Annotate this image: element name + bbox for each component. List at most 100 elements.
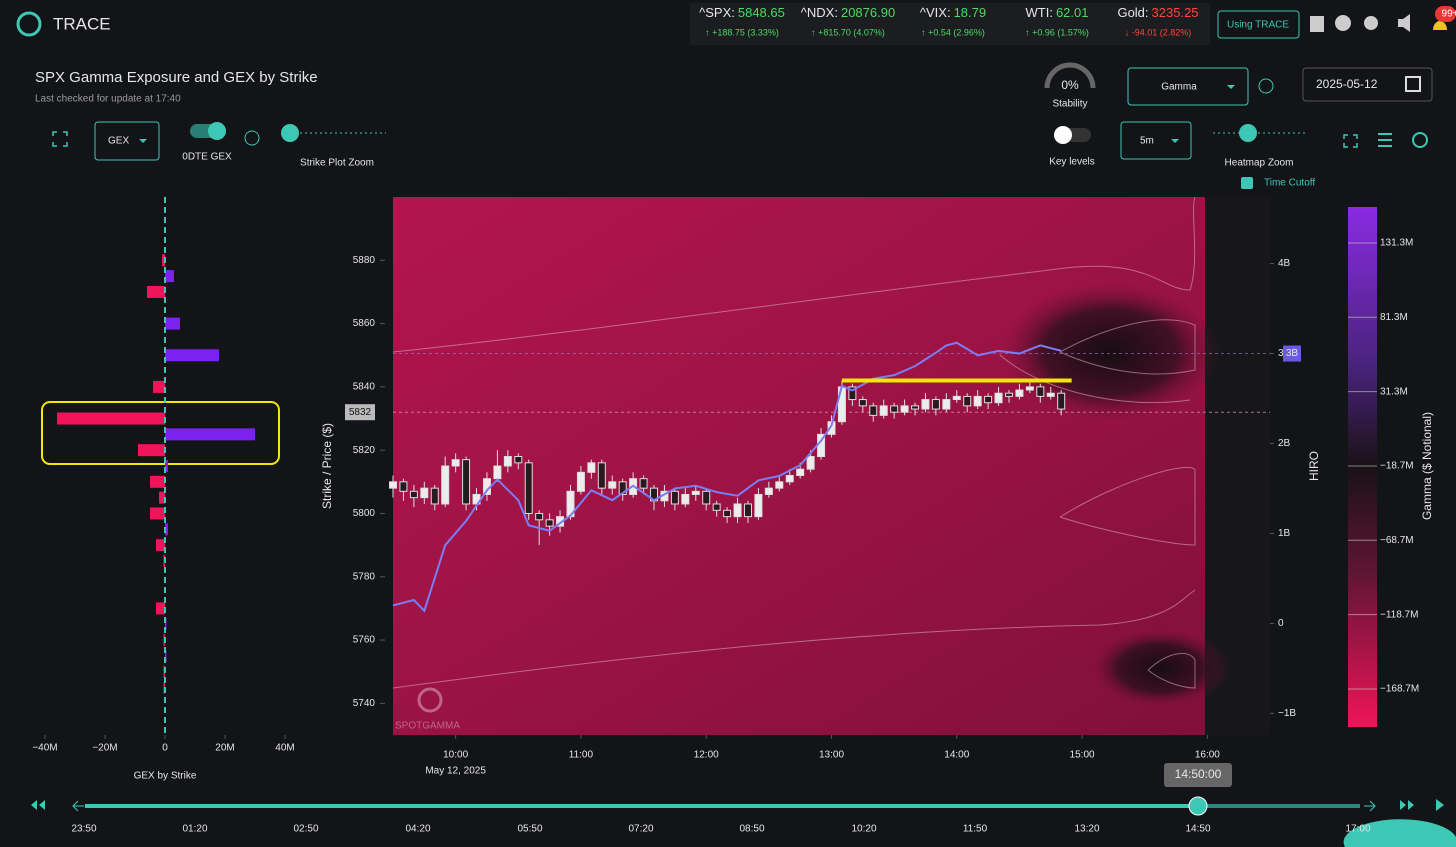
icon-shield[interactable] — [1364, 16, 1378, 30]
gex-bar — [165, 460, 168, 472]
colorbar-tick-label: 31.3M — [1380, 386, 1408, 397]
key-levels-knob[interactable] — [1054, 126, 1072, 144]
timeline-label: 05:50 — [517, 824, 542, 835]
timeline-label: 13:20 — [1074, 824, 1099, 835]
heatmap-zoom-knob[interactable] — [1239, 124, 1257, 142]
interval-select[interactable] — [1120, 121, 1192, 160]
expand-icon[interactable] — [1343, 134, 1358, 148]
colorbar-tick-label: −68.7M — [1380, 535, 1414, 546]
timeline-label: 11:50 — [963, 824, 988, 835]
colorbar-tick-label: 131.3M — [1380, 238, 1413, 249]
ticker: ^NDX: 20876.90 — [801, 5, 895, 20]
candle-body — [399, 481, 408, 492]
play-button[interactable] — [1436, 799, 1444, 811]
heatmap-cold-spot — [1090, 628, 1230, 708]
time-cutoff-label[interactable]: Time Cutoff — [1264, 178, 1315, 189]
candle-body — [942, 399, 951, 410]
step-forward-button[interactable] — [1364, 800, 1376, 812]
candle-body — [618, 481, 627, 495]
candle-body — [409, 490, 418, 499]
candle-body — [597, 462, 606, 489]
candle-body — [994, 392, 1003, 404]
gex-bar — [162, 254, 165, 267]
settings-icon[interactable] — [1378, 133, 1392, 147]
candle-body — [775, 481, 784, 489]
ticker-price: 62.01 — [1056, 5, 1089, 20]
y-axis-label: Strike / Price ($) — [320, 423, 334, 509]
highlight-box — [41, 401, 280, 465]
ticker-price: 3235.25 — [1152, 5, 1199, 20]
candle-body — [879, 405, 888, 416]
badge — [1435, 6, 1456, 22]
contour — [999, 354, 1191, 404]
date-input[interactable] — [1302, 67, 1433, 102]
gex-select[interactable] — [94, 121, 160, 161]
odte-toggle-knob[interactable] — [208, 122, 226, 140]
colorbar-tick-label: 81.3M — [1380, 312, 1408, 323]
candle-body — [921, 399, 930, 410]
ticker: ^SPX: 5848.65 — [699, 5, 785, 20]
y-tick-label: 5840 — [353, 382, 376, 393]
strike-zoom-knob[interactable] — [281, 124, 299, 142]
chat-widget[interactable] — [1343, 819, 1456, 847]
candle-body — [931, 399, 940, 410]
timeline-label: 07:20 — [628, 824, 653, 835]
date-label: May 12, 2025 — [425, 766, 486, 777]
gamma-select-label[interactable]: Gamma — [1161, 82, 1197, 93]
icon-announce[interactable] — [1398, 14, 1410, 32]
timeline-tooltip — [1164, 763, 1232, 787]
heatmap-cold-spot — [1000, 282, 1220, 422]
gex-bar — [165, 349, 219, 362]
timeline-knob[interactable] — [1188, 796, 1208, 816]
fast-forward-button[interactable] — [1400, 800, 1414, 810]
calendar-icon[interactable] — [1405, 76, 1421, 92]
contour — [392, 196, 1196, 353]
candle-body — [806, 456, 815, 470]
icon-bell[interactable] — [1433, 21, 1447, 30]
date-value[interactable]: 2025-05-12 — [1316, 77, 1378, 91]
gex-bar — [165, 428, 255, 441]
price-marker-box — [345, 404, 375, 421]
timeline-label: 14:50 — [1185, 824, 1210, 835]
candle-body — [796, 468, 805, 476]
gamma-select[interactable] — [1127, 67, 1249, 106]
interval-label[interactable]: 5m — [1140, 136, 1154, 147]
candle-body — [462, 459, 471, 505]
ticker-change: ↑ +0.54 (2.96%) — [921, 27, 985, 37]
using-trace-button[interactable] — [1217, 10, 1300, 39]
candle-body — [1004, 392, 1013, 397]
colorbar-label: Gamma ($ Notional) — [1420, 412, 1434, 520]
icon-doc[interactable] — [1310, 16, 1324, 32]
info-icon[interactable] — [1258, 78, 1274, 94]
time-cutoff-checkbox[interactable] — [1241, 177, 1253, 189]
colorbar-tick-label: −18.7M — [1380, 461, 1414, 472]
candle-body — [911, 405, 920, 410]
y-tick-label: 5820 — [353, 445, 376, 456]
gex-bar — [165, 523, 168, 536]
candle-body — [869, 405, 878, 416]
x-axis-label: GEX by Strike — [134, 771, 197, 782]
y2-axis-label: HIRO — [1307, 451, 1321, 481]
contrast-icon[interactable] — [1412, 132, 1428, 148]
y2-tick-label: −1B — [1278, 708, 1296, 719]
icon-help[interactable] — [1335, 15, 1351, 31]
ticker-change: ↑ +188.75 (3.33%) — [705, 27, 779, 37]
gex-select-label[interactable]: GEX — [108, 136, 129, 147]
y2-tick-label: 1B — [1278, 528, 1291, 539]
candle-body — [430, 487, 439, 505]
step-back-button[interactable] — [72, 800, 84, 812]
x-tick-label: 14:00 — [944, 750, 969, 761]
info-icon[interactable] — [244, 130, 260, 146]
timeline-label: 23:50 — [71, 824, 96, 835]
candle-body — [503, 456, 512, 467]
candle-body — [639, 478, 648, 489]
rewind-button[interactable] — [31, 800, 45, 810]
gex-bar — [150, 475, 165, 488]
expand-icon[interactable] — [52, 131, 68, 147]
odte-label: 0DTE GEX — [182, 152, 232, 163]
strike-zoom-label: Strike Plot Zoom — [300, 158, 374, 169]
using-trace-label[interactable]: Using TRACE — [1227, 20, 1289, 31]
candle-body — [702, 490, 711, 505]
candle-body — [764, 487, 773, 495]
